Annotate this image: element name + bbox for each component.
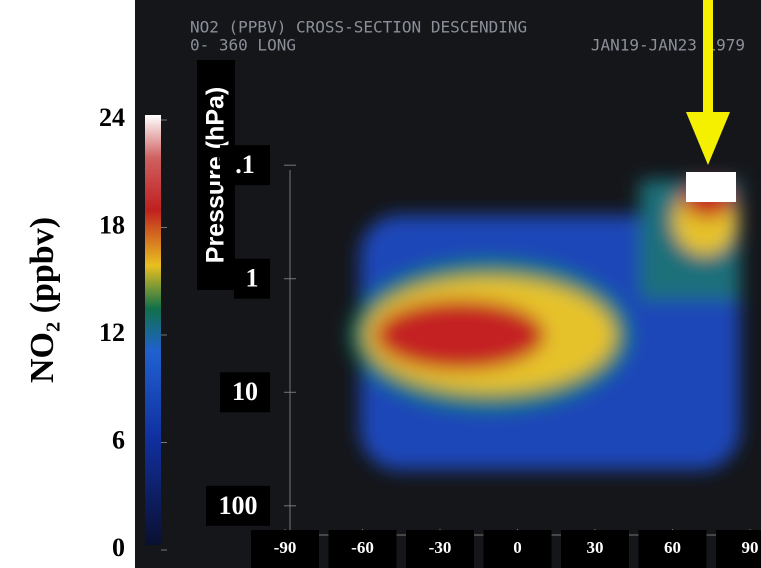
- label-box: [328, 530, 397, 568]
- y-tick-label: 100: [219, 491, 258, 520]
- label-box: [561, 530, 629, 568]
- colorbar-tick-label: 6: [112, 425, 125, 454]
- x-tick-label: 30: [587, 538, 604, 557]
- label-box: [638, 530, 707, 568]
- ticks: 0 6 12 18 24 .1 1 10 100 -90 -60 -30 0 30 60 90: [99, 103, 761, 568]
- colorbar-tick-label: 18: [99, 210, 125, 239]
- label-box: [483, 530, 552, 568]
- colorbar-tick-label: 12: [99, 318, 125, 347]
- label-box: [234, 258, 270, 299]
- x-tick-label: 60: [664, 538, 681, 557]
- x-tick-label: 90: [742, 538, 759, 557]
- label-box: [251, 530, 319, 568]
- label-box: [220, 372, 270, 413]
- max-region: [686, 172, 736, 202]
- colorbar-tick-label: 24: [99, 103, 125, 132]
- y-tick-label: .1: [235, 150, 255, 179]
- label-box: [220, 145, 270, 186]
- date: JAN19-JAN23 1979: [591, 36, 745, 55]
- x-tick-label: 0: [513, 538, 522, 557]
- x-tick-label: -60: [351, 538, 374, 557]
- x-tick-label: -30: [429, 538, 452, 557]
- arrow: [686, 0, 730, 165]
- field: [350, 180, 740, 470]
- y-tick-label: 10: [232, 377, 258, 406]
- x-tick-label: -90: [274, 538, 297, 557]
- label-box: [716, 530, 761, 568]
- label-box: [206, 485, 270, 526]
- label-box: [406, 530, 474, 568]
- colorbar: [145, 115, 161, 545]
- colorbar-tick-label: 0: [112, 533, 125, 562]
- y-tick-label: 1: [246, 264, 259, 293]
- subtitle: 0- 360 LONG: [190, 36, 296, 55]
- title: NO2 (PPBV) CROSS-SECTION DESCENDING: [190, 18, 527, 37]
- colorbar-label: NO₂ (ppbv): [24, 217, 61, 383]
